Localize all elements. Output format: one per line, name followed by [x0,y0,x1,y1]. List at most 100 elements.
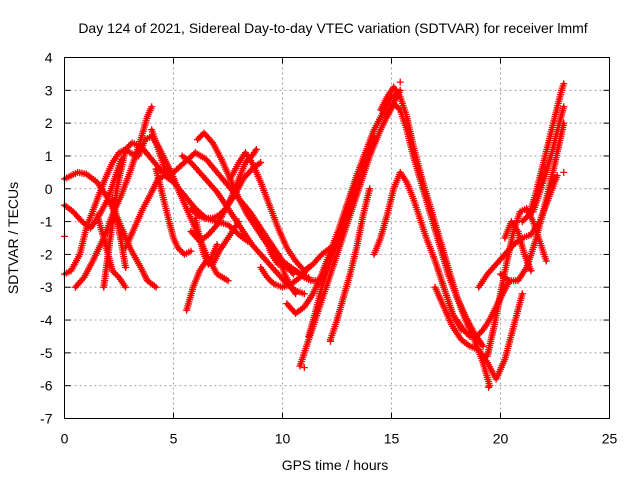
data-point [207,137,215,145]
data-point [122,145,130,153]
x-tick-label: 0 [61,431,69,447]
data-point [251,147,259,155]
data-point [459,326,467,334]
data-point [175,245,183,253]
data-point [267,277,275,285]
series-arc-15 [178,152,308,298]
data-point [486,382,494,390]
data-point [197,132,205,140]
data-point [268,278,276,286]
x-tick-label: 10 [275,431,291,447]
data-point [393,103,401,111]
data-point [542,257,550,265]
data-point [212,223,220,231]
data-point [527,267,535,275]
data-point [391,101,399,109]
data-point [292,290,300,298]
y-tick-label: 1 [45,148,53,164]
data-point [476,329,484,337]
data-point [396,78,404,86]
data-point [212,186,220,194]
data-point [187,204,195,212]
y-tick-label: -6 [40,378,53,394]
series-arc-22 [283,90,402,317]
data-point [518,218,526,226]
data-layer [61,78,568,391]
series-arc-10 [152,165,195,258]
data-point [177,247,185,255]
series-arc-25 [383,99,487,350]
data-point [189,206,197,214]
data-point [113,272,121,280]
data-point [195,134,203,142]
data-point [193,136,201,144]
data-point [174,244,182,252]
data-point [126,140,134,148]
y-axis-label: SDTVAR / TECUs [5,182,21,294]
y-tick-label: -3 [40,279,53,295]
data-point [473,332,481,340]
data-point [79,275,87,283]
data-point [553,172,561,180]
y-tick-label: -5 [40,345,53,361]
x-tick-label: 5 [170,431,178,447]
data-point [326,337,334,345]
data-point [152,283,160,291]
series-arc-18 [261,234,321,285]
series-line [372,170,463,332]
data-point [390,99,398,107]
series-arc-2 [61,155,125,232]
y-tick-label: -1 [40,214,53,230]
data-point [560,80,568,88]
data-point [187,247,195,255]
data-point [485,383,493,391]
series-arc-33 [529,103,568,216]
series-arc-14 [191,214,221,268]
data-point [224,277,232,285]
y-tick-label: -2 [40,246,53,262]
data-point [252,145,260,153]
data-point [122,264,130,272]
series-arc-17 [226,149,334,275]
data-point [560,168,568,176]
series-arc-31 [497,119,568,285]
data-point [122,283,130,291]
data-point [366,185,374,193]
y-tick-label: 4 [45,50,53,66]
data-point [463,329,471,337]
series-arc-36 [108,195,130,272]
data-point [395,104,403,112]
data-point [461,328,469,336]
data-point [219,208,227,216]
x-tick-label: 25 [602,431,618,447]
tick-labels: 0 5 10 15 20 25 -7 -6 -5 -4 -3 -2 -1 0 1 2 3 4 [40,50,617,447]
chart-title: Day 124 of 2021, Sidereal Day-to-day VTE… [78,20,587,36]
data-point [290,288,298,296]
data-point [215,211,223,219]
series-arc-23 [326,185,374,344]
data-point [305,264,313,272]
data-point [108,267,116,275]
data-point [560,103,568,111]
data-point [257,159,265,167]
data-point [213,241,221,249]
y-tick-label: 3 [45,82,53,98]
x-tick-label: 20 [493,431,509,447]
y-tick-label: 0 [45,181,53,197]
data-point [300,290,308,298]
data-point [464,331,472,339]
series-arc-35 [274,250,300,298]
series-arc-27 [431,283,526,383]
series-arc-32 [518,80,568,226]
data-point [523,213,531,221]
data-point [241,159,249,167]
data-point [518,290,526,298]
data-point [148,103,156,111]
series-arc-19 [257,264,313,291]
x-tick-label: 15 [384,431,400,447]
data-point [479,342,487,350]
y-tick-label: -4 [40,312,53,328]
data-point [125,142,133,150]
data-point [217,209,225,217]
